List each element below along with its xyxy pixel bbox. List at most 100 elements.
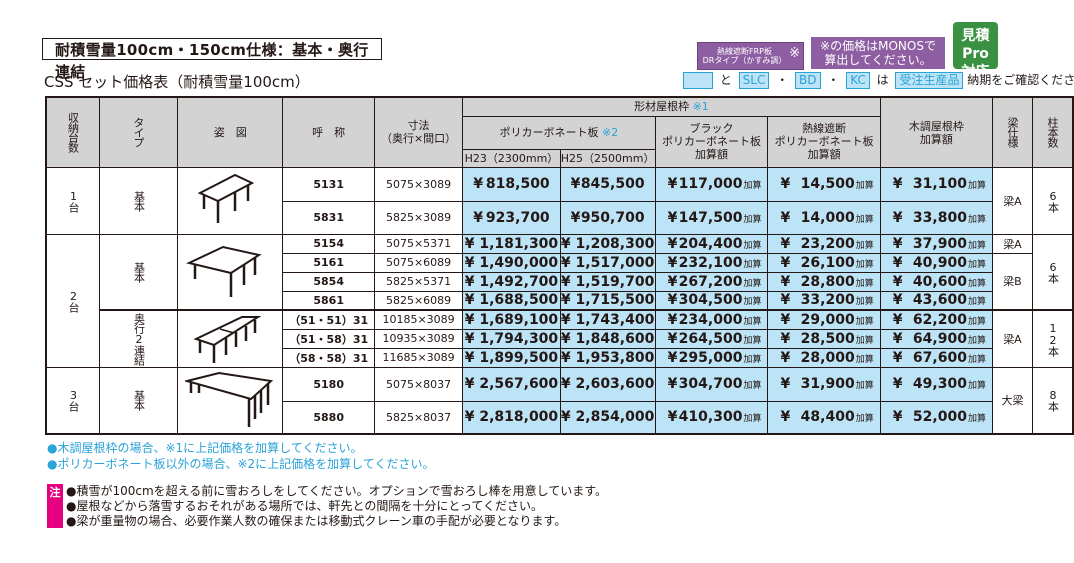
yen-sign: ¥ (892, 376, 903, 392)
add-label: 加算 (967, 181, 986, 191)
table-row: 1台 基本 5131 5075×3089 ¥818,500 ¥845,500 ¥… (45, 166, 1074, 235)
yen-sign: ¥ (560, 292, 571, 309)
yen-sign: ¥ (464, 292, 475, 309)
amount: 2,854,000 (575, 409, 655, 426)
amount: 304,700 (678, 376, 743, 392)
add-label: 加算 (743, 414, 762, 425)
amount: 264,500 (678, 330, 743, 347)
frp-badge: 熱線遮断FRP板 DRタイプ（かすみ調） ※ (697, 42, 804, 70)
yen-sign: ¥ (560, 409, 571, 426)
price-h25: ¥ 1,519,700 (559, 271, 656, 292)
yen-sign: ¥ (667, 349, 678, 366)
size-cell: 5075×6089 (373, 252, 464, 273)
yen-sign: ¥ (780, 311, 791, 328)
header-frame-label: 形材屋根枠 (634, 100, 690, 114)
add-label: 加算 (967, 240, 986, 251)
amount: 31,100 (912, 176, 967, 192)
size-cell: 10185×3089 (373, 309, 464, 330)
add-label: 加算 (743, 381, 762, 391)
yen-sign: ¥ (892, 409, 903, 426)
amount: 26,100 (800, 254, 855, 271)
table-row: 3台 基本 5180 5075×8037 ¥ 2,567,600 ¥ 2,603… (45, 366, 1074, 435)
header-beam: 梁仕様 (991, 96, 1033, 168)
code-cell: 5180 (282, 366, 375, 402)
header-black-l2: ポリカーボネート板 (662, 135, 762, 148)
yen-sign: ¥ (780, 254, 791, 271)
price-h23: ¥ 2,818,000 (462, 400, 561, 435)
add-heat: ¥31,900加算 (767, 366, 881, 402)
price-h23: ¥ 2,567,600 (462, 366, 561, 402)
code-cell: 5161 (282, 252, 375, 273)
header-wood-l2: 加算額 (919, 133, 953, 146)
add-black: ¥410,300加算 (654, 400, 769, 435)
beam-cell: 梁A (991, 309, 1033, 368)
header-pillars: 柱本数 (1031, 96, 1074, 168)
amount: 28,500 (800, 330, 855, 347)
amount: 1,517,000 (575, 254, 655, 271)
add-black: ¥232,100加算 (654, 252, 769, 273)
add-label: 加算 (743, 240, 762, 251)
legend-made-to-order: 受注生産品 (895, 72, 964, 89)
yen-sign: ¥ (667, 235, 678, 252)
price-h23: ¥ 1,794,300 (462, 328, 561, 349)
table-row: 5161 5075×6089 ¥ 1,490,000 ¥ 1,517,000 ¥… (46, 252, 1073, 311)
add-heat: ¥48,400加算 (767, 400, 881, 435)
beam-cell: 梁B (991, 252, 1033, 311)
price-h25: ¥950,700 (559, 200, 656, 235)
caution-item: ●梁が重量物の場合、必要作業人数の確保または移動式クレーン車の手配が必要となりま… (66, 514, 567, 528)
header-heat-l1: 熱線遮断 (802, 122, 847, 135)
header-heat-l2: ポリカーボネート板 (774, 135, 874, 148)
add-heat: ¥14,500加算 (767, 166, 881, 202)
legend-wa: は (876, 73, 889, 87)
table-2-icon (176, 233, 284, 311)
yen-sign: ¥ (667, 209, 678, 226)
add-label: 加算 (967, 381, 986, 391)
yen-sign: ¥ (780, 235, 791, 252)
yen-sign: ¥ (464, 409, 475, 426)
yen-sign: ¥ (570, 209, 581, 226)
header-wood-l1: 木調屋根枠 (908, 120, 964, 133)
yen-sign: ¥ (560, 330, 571, 347)
table-3-icon (176, 366, 284, 435)
table-row: （51・58）31 10935×3089 ¥ 1,794,300 ¥ 1,848… (46, 328, 1073, 349)
add-black: ¥304,700加算 (654, 366, 769, 402)
add-label: 加算 (967, 335, 986, 346)
amount: 43,600 (912, 292, 967, 309)
code-cell: 5854 (282, 271, 375, 292)
beam-cell: 梁A (991, 166, 1033, 235)
price-h23: ¥ 1,689,100 (462, 309, 561, 330)
add-wood: ¥43,600加算 (879, 290, 993, 311)
amount: 1,689,100 (479, 311, 559, 328)
amount: 33,800 (912, 209, 967, 226)
yen-sign: ¥ (560, 376, 571, 392)
amount: 64,900 (912, 330, 967, 347)
add-label: 加算 (855, 335, 874, 346)
legend-to: と (719, 73, 732, 87)
add-label: 加算 (855, 381, 874, 391)
amount: 1,490,000 (479, 254, 559, 271)
code-cell: （51・58）31 (282, 328, 375, 349)
code-cell: （51・51）31 (282, 309, 375, 330)
price-h25: ¥ 1,743,400 (559, 309, 656, 330)
size-cell: 11685×3089 (373, 347, 464, 368)
pillars-cell: 6本 (1031, 166, 1074, 235)
amount: 62,200 (912, 311, 967, 328)
header-heat-l3: 加算額 (807, 148, 841, 161)
amount: 1,208,300 (575, 235, 655, 252)
add-black: ¥204,400加算 (654, 233, 769, 254)
yen-sign: ¥ (667, 254, 678, 271)
frp-badge-line2: DRタイプ（かすみ調） (702, 56, 787, 65)
units-cell: 1台 (45, 166, 100, 235)
size-cell: 10935×3089 (373, 328, 464, 349)
code-cell: 5831 (282, 200, 375, 235)
yen-sign: ¥ (780, 176, 791, 192)
header-frame-note: ※1 (692, 100, 709, 114)
add-label: 加算 (743, 214, 762, 225)
amount: 1,953,800 (575, 349, 655, 366)
add-label: 加算 (967, 259, 986, 270)
amount: 304,500 (678, 292, 743, 309)
add-heat: ¥28,500加算 (767, 328, 881, 349)
add-heat: ¥23,200加算 (767, 233, 881, 254)
amount: 950,700 (580, 209, 645, 226)
frp-badge-line1: 熱線遮断FRP板 (717, 47, 772, 56)
